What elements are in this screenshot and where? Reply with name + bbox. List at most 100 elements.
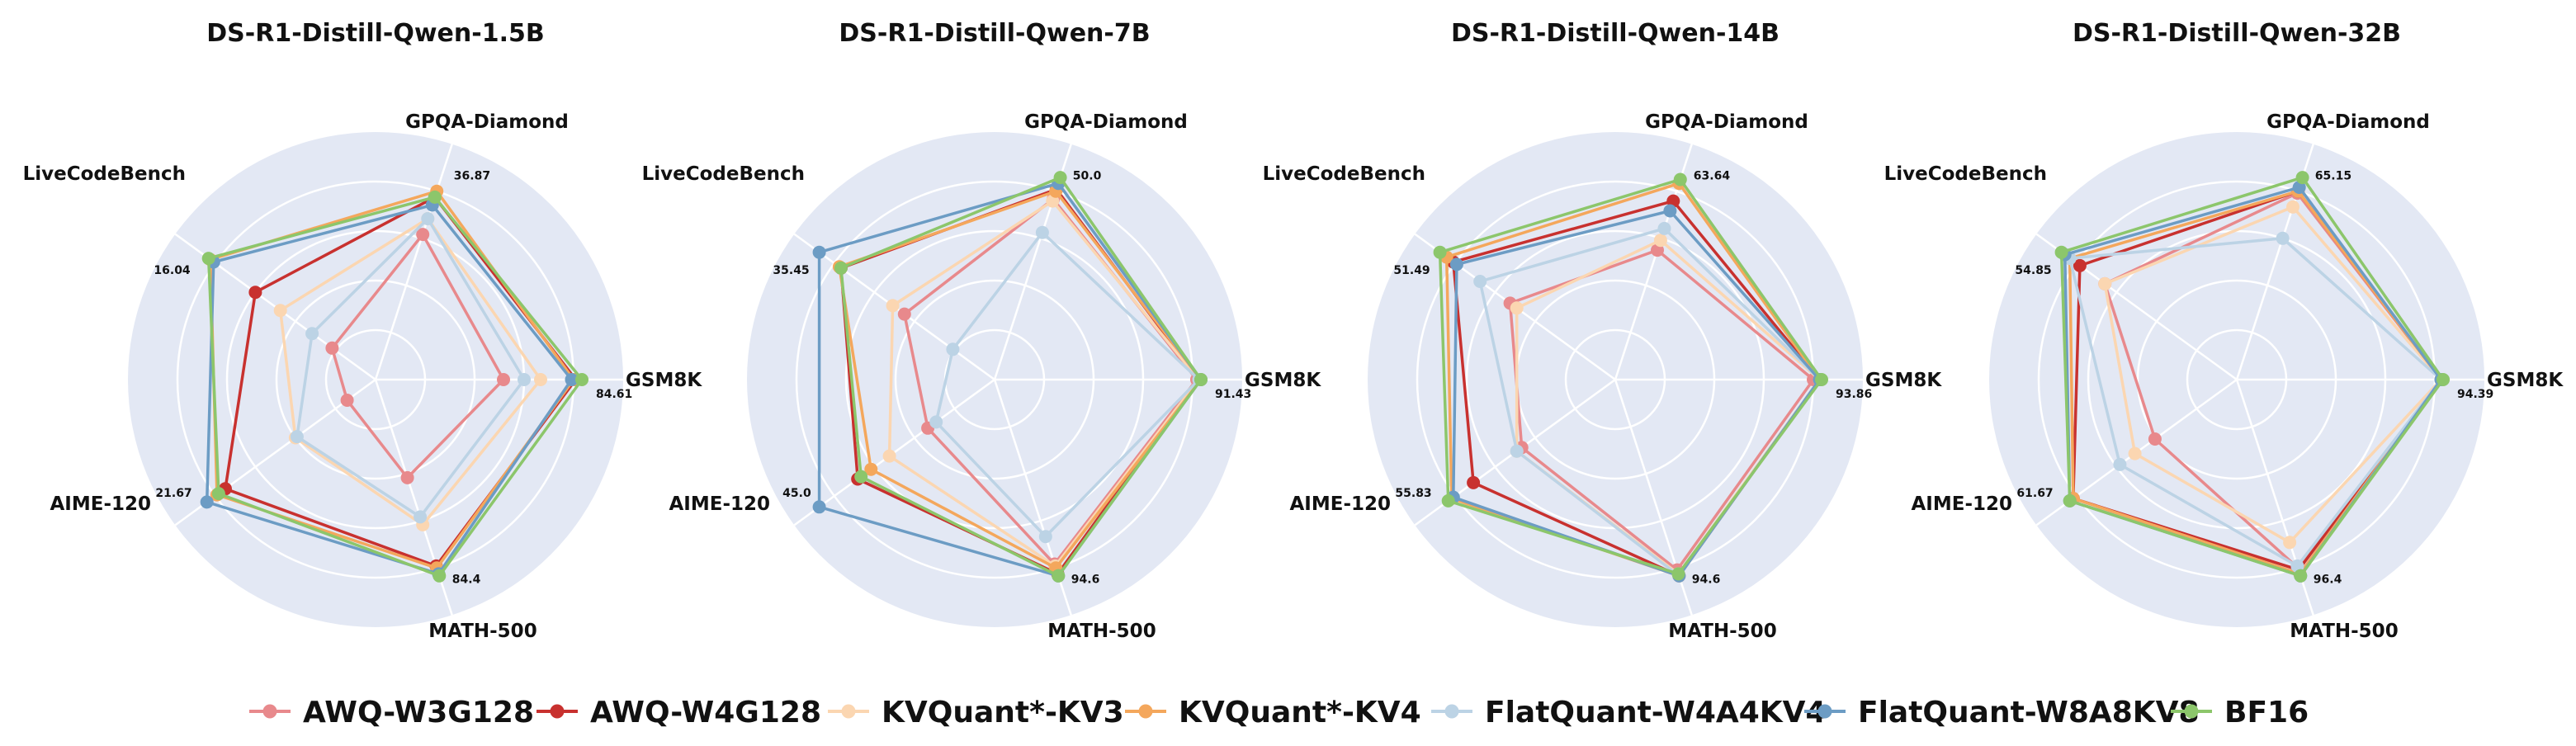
data-point (1449, 257, 1463, 271)
reference-value-label: 36.87 (454, 170, 490, 183)
grid-spoke (374, 144, 453, 380)
legend-item-kvquant-kv4: KVQuant*-KV4 (1125, 696, 1421, 729)
legend-item-flatquant-w4a4kv4: FlatQuant-W4A4KV4 (1431, 696, 1827, 729)
axis-label-math-500: MATH-500 (1047, 621, 1156, 642)
data-point (1467, 475, 1481, 489)
legend-label: KVQuant*-KV3 (882, 696, 1124, 729)
axis-label-livecodebench: LiveCodeBench (1884, 163, 2047, 185)
series-line (205, 203, 574, 576)
reference-value-label: 91.43 (1215, 388, 1251, 401)
panel-title: DS-R1-Distill-Qwen-7B (839, 19, 1150, 48)
data-point (946, 342, 960, 356)
series-bf16 (2054, 171, 2450, 583)
legend-marker (262, 704, 277, 719)
data-point (2294, 569, 2308, 583)
axis-label-aime-120: AIME-120 (669, 493, 770, 515)
series-line (887, 199, 1201, 568)
radar-panel-4: DS-R1-Distill-Qwen-32B GPQA-Diamond GSM8K M… (1884, 19, 2564, 642)
data-point (812, 500, 826, 514)
legend-item-bf16: BF16 (2171, 696, 2309, 729)
series-flatquant-w4a4kv4 (290, 212, 531, 524)
legend-marker (841, 704, 856, 719)
data-point (1673, 172, 1687, 186)
reference-value-label: 55.83 (1395, 487, 1431, 500)
reference-value-label: 35.45 (773, 264, 809, 277)
reference-value-label: 96.4 (2314, 574, 2342, 587)
series-line (295, 217, 526, 519)
data-point (929, 415, 943, 429)
data-point (1671, 567, 1685, 581)
data-point (2276, 231, 2290, 245)
data-point (416, 228, 430, 242)
axis-label-gsm8k: GSM8K (1245, 370, 1321, 391)
axis-label-aime-120: AIME-120 (1289, 493, 1391, 515)
legend-item-awq-w4g128: AWQ-W4G128 (536, 696, 821, 729)
data-point (432, 569, 447, 583)
axis-label-gpqa-diamond: GPQA-Diamond (405, 111, 569, 133)
data-point (518, 373, 531, 386)
axis-label-livecodebench: LiveCodeBench (1263, 163, 1425, 185)
reference-value-label: 61.67 (2016, 487, 2053, 500)
data-point (428, 190, 442, 204)
series-line (2068, 237, 2443, 568)
radar-panel-3: DS-R1-Distill-Qwen-14B GPQA-Diamond GSM8K M… (1263, 19, 1943, 642)
data-point (201, 252, 215, 266)
axis-label-math-500: MATH-500 (428, 621, 536, 642)
reference-value-label: 65.15 (2315, 170, 2351, 183)
radar-panel-2: DS-R1-Distill-Qwen-7B GPQA-Diamond GSM8K MA… (642, 19, 1322, 642)
data-point (1053, 171, 1067, 185)
axis-label-gpqa-diamond: GPQA-Diamond (1024, 111, 1188, 133)
data-point (290, 430, 304, 444)
data-point (414, 510, 428, 524)
data-point (340, 394, 354, 407)
data-point (1038, 530, 1052, 544)
legend-label: AWQ-W3G128 (303, 696, 534, 729)
data-point (2128, 446, 2142, 460)
legend-item-kvquant-kv3: KVQuant*-KV3 (828, 696, 1124, 729)
data-point (421, 212, 435, 225)
data-point (882, 449, 896, 463)
data-point (2437, 373, 2450, 386)
series-line (1478, 227, 1822, 578)
legend-marker (2184, 704, 2199, 719)
series-line (2059, 176, 2445, 578)
series-kvquant-kv3 (2098, 200, 2448, 550)
axis-label-gpqa-diamond: GPQA-Diamond (1645, 111, 1808, 133)
data-point (897, 307, 911, 321)
reference-value-label: 45.0 (782, 487, 811, 500)
data-point (1473, 275, 1487, 288)
data-point (273, 304, 287, 318)
data-point (1433, 245, 1447, 259)
axis-label-aime-120: AIME-120 (1911, 493, 2012, 515)
series-bf16 (201, 190, 588, 583)
reference-value-label: 63.64 (1694, 170, 1731, 183)
data-point (200, 495, 214, 509)
data-point (886, 299, 900, 313)
data-point (1194, 373, 1208, 386)
data-point (497, 373, 510, 386)
reference-value-label: 51.49 (1393, 264, 1430, 277)
data-point (325, 341, 339, 355)
data-point (864, 462, 878, 476)
series-line (1452, 199, 1822, 578)
series-line (1438, 177, 1823, 576)
legend-label: KVQuant*-KV4 (1179, 696, 1421, 729)
legend-item-awq-w3g128: AWQ-W3G128 (249, 696, 534, 729)
legend-marker (1817, 704, 1832, 719)
legend-marker (550, 704, 565, 719)
series-bf16 (834, 171, 1208, 583)
legend-item-flatquant-w8a8kv8: FlatQuant-W8A8KV8 (1804, 696, 2200, 729)
data-point (1653, 234, 1667, 248)
series-line (2103, 205, 2443, 545)
data-point (2148, 432, 2162, 446)
reference-value-label: 84.4 (452, 574, 481, 587)
axis-label-gsm8k: GSM8K (2487, 370, 2564, 391)
data-point (400, 470, 414, 484)
series-line (206, 196, 584, 578)
legend-label: AWQ-W4G128 (590, 696, 821, 729)
data-point (2286, 200, 2299, 214)
data-point (812, 245, 826, 259)
reference-value-label: 94.6 (1692, 574, 1721, 587)
data-point (1510, 301, 1524, 315)
